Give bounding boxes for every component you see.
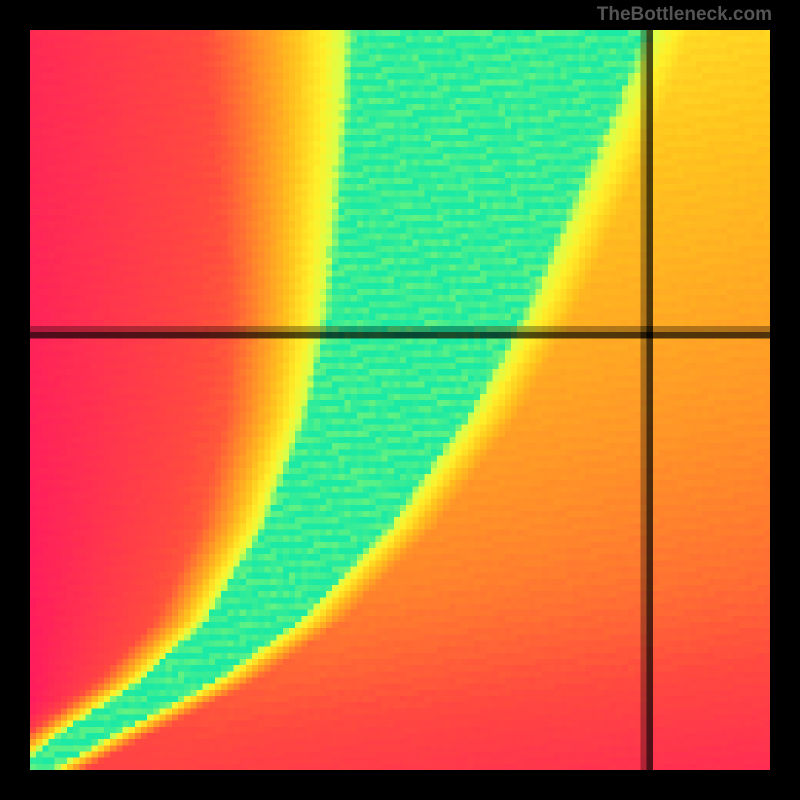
watermark-text: TheBottleneck.com <box>597 4 772 26</box>
heatmap-canvas <box>30 30 770 770</box>
heatmap-container <box>30 30 770 770</box>
